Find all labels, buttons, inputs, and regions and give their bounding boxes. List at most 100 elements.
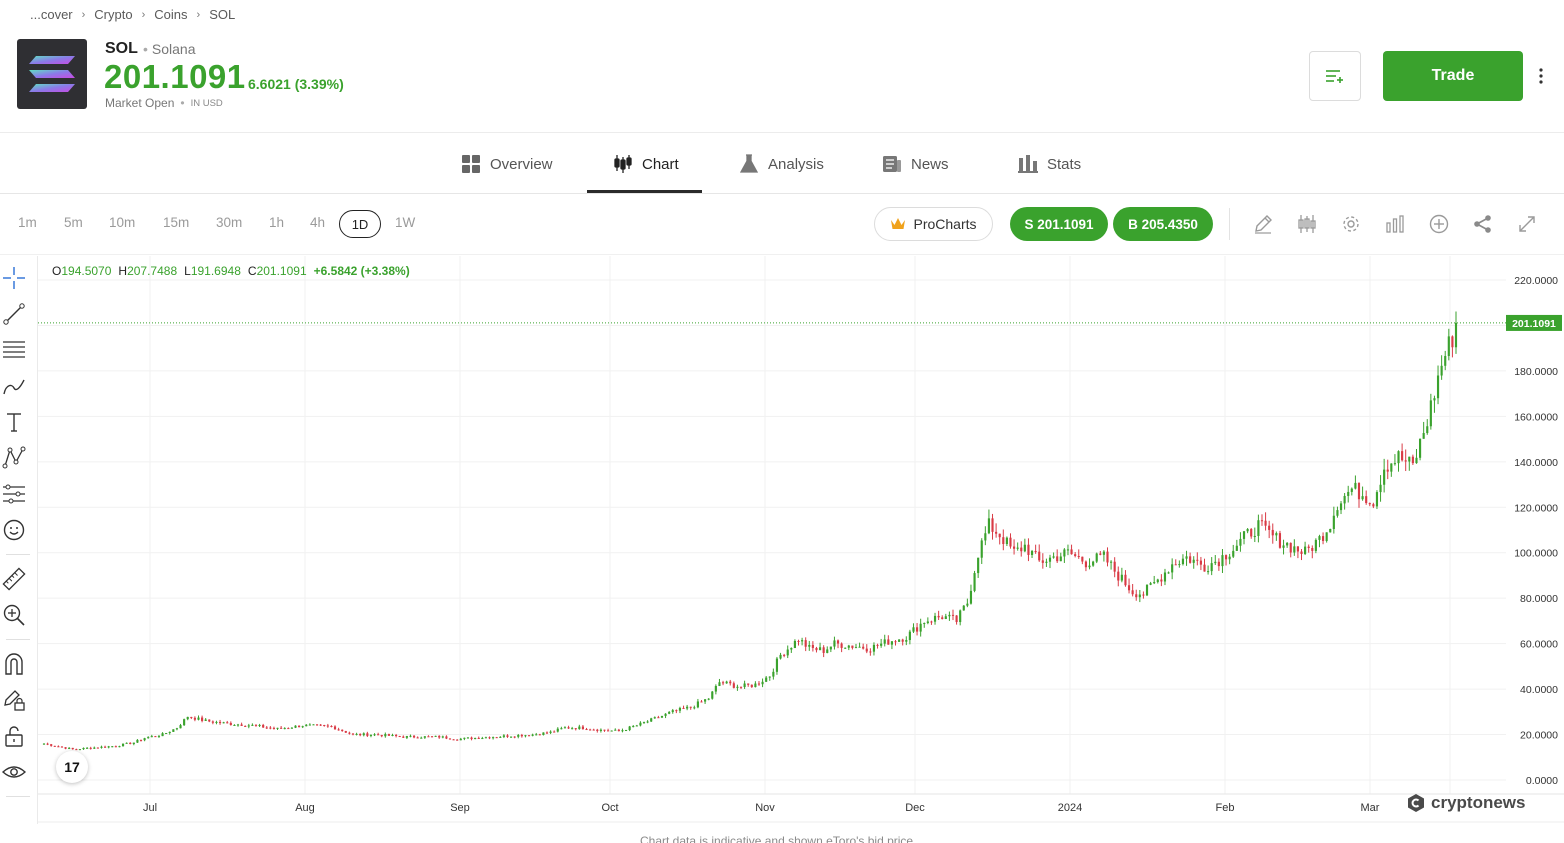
candles-icon[interactable] [1295,212,1319,236]
x-tick-label: 2024 [1058,802,1082,814]
candle-body [42,743,46,745]
watchlist-button[interactable] [1309,51,1361,101]
candle-body [438,735,441,738]
candle-body [1253,535,1256,537]
candle-body [183,719,186,726]
candle-body [1314,539,1317,551]
candle-body [801,640,804,642]
candle-body [1343,495,1346,504]
candle-body [1336,510,1339,516]
tab-overview[interactable]: Overview [461,148,553,193]
candle-body [1059,556,1062,562]
unlock-icon[interactable] [2,724,26,748]
high-value: 207.7488 [127,264,178,278]
candle-body [847,645,850,648]
bar-chart-icon[interactable] [1383,212,1407,236]
candle-body [201,717,204,721]
tradingview-logo[interactable]: 17 [56,751,88,783]
price-chart[interactable]: 220.0000200.0000180.0000160.0000140.0000… [38,256,1564,824]
candle-body [815,647,818,651]
candle-body [535,734,538,736]
candle-body [1361,496,1364,500]
brush-icon[interactable] [2,374,26,398]
pencil-icon[interactable] [1251,212,1275,236]
candle-body [412,735,416,738]
zoom-icon[interactable] [2,603,26,627]
sell-button[interactable]: S 201.1091 [1010,207,1108,241]
eye-icon[interactable] [2,760,26,784]
breadcrumb-sol: SOL [209,7,236,22]
candle-body [1217,561,1220,567]
emoji-icon[interactable] [2,518,26,542]
candle-body [912,627,915,632]
trend-line-icon[interactable] [2,302,26,326]
add-icon[interactable] [1427,212,1451,236]
candle-body [610,730,613,732]
low-label: L [184,264,191,278]
timeframe-1d[interactable]: 1D [339,210,381,238]
candle-body [359,733,362,736]
candle-body [125,742,128,744]
timeframe-10m[interactable]: 10m [109,215,136,230]
tab-stats[interactable]: Stats [1018,148,1081,193]
buy-button[interactable]: B 205.4350 [1113,207,1213,241]
magnet-icon[interactable] [2,652,26,676]
candle-body [1081,556,1084,562]
tab-chart[interactable]: Chart [613,148,679,193]
candle-body [154,736,157,738]
lock-drawing-icon[interactable] [2,688,26,712]
tab-news[interactable]: News [882,148,949,193]
candle-body [1429,400,1432,427]
candle-body [423,736,426,738]
timeframe-30m[interactable]: 30m [216,215,243,230]
candle-body [1020,547,1023,552]
timeframe-4h[interactable]: 4h [310,215,326,230]
candle-body [362,733,365,736]
candle-body [82,747,85,750]
text-icon[interactable] [2,410,26,434]
candle-body [1436,375,1440,399]
candle-body [258,724,261,726]
candle-body [380,734,383,737]
candlestick-icon [614,155,632,173]
more-options-icon[interactable] [1533,62,1549,90]
candle-body [915,627,919,632]
candle-body [1386,469,1389,472]
candle-body [775,658,779,672]
forecast-icon[interactable] [2,482,26,506]
timeframe-1h[interactable]: 1h [269,215,285,230]
timeframe-1w[interactable]: 1W [395,215,416,230]
candle-body [427,736,430,738]
candle-body [1210,563,1213,572]
pattern-icon[interactable] [2,446,26,470]
crown-icon [891,218,906,229]
candle-body [668,712,671,714]
candle-body [104,746,107,748]
candle-body [132,742,135,745]
breadcrumb-discover[interactable]: ...cover [30,7,73,22]
procharts-button[interactable]: ProCharts [874,207,993,241]
breadcrumb-coins[interactable]: Coins [154,7,188,22]
candle-body [1318,536,1321,540]
timeframe-15m[interactable]: 15m [163,215,190,230]
y-tick-label: 140.0000 [1514,457,1558,469]
candle-body [1339,503,1343,511]
fib-levels-icon[interactable] [2,338,26,362]
tab-analysis[interactable]: Analysis [739,148,824,193]
candle-body [1383,469,1386,485]
candle-body [1246,529,1249,532]
candle-body [1393,463,1396,465]
candle-body [492,737,495,739]
trade-button[interactable]: Trade [1383,51,1523,101]
breadcrumb-crypto[interactable]: Crypto [94,7,133,22]
share-icon[interactable] [1471,212,1495,236]
candle-body [1307,546,1310,548]
timeframe-1m[interactable]: 1m [18,215,37,230]
timeframe-5m[interactable]: 5m [64,215,83,230]
crosshair-icon[interactable] [2,266,26,290]
settings-icon[interactable] [1339,212,1363,236]
candle-body [1199,560,1202,565]
expand-icon[interactable] [1515,212,1539,236]
ruler-icon[interactable] [2,567,26,591]
candle-body [344,730,347,733]
